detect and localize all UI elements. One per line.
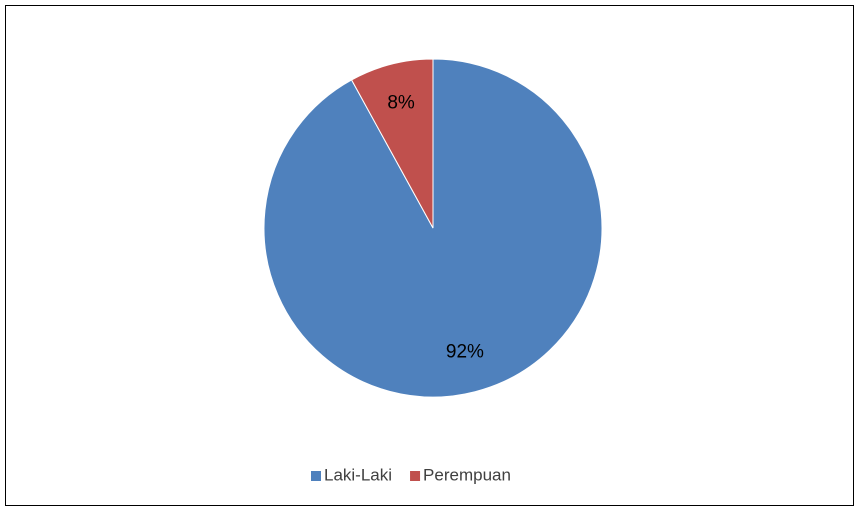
legend-label: Laki-Laki	[324, 465, 392, 484]
data-label: 8%	[387, 93, 415, 114]
pie-slice	[263, 58, 603, 398]
data-label: 92%	[446, 341, 484, 362]
pie-slice	[350, 58, 434, 229]
legend-label: Perempuan	[423, 465, 511, 484]
legend-swatch	[311, 471, 321, 481]
legend-swatch	[410, 471, 421, 481]
